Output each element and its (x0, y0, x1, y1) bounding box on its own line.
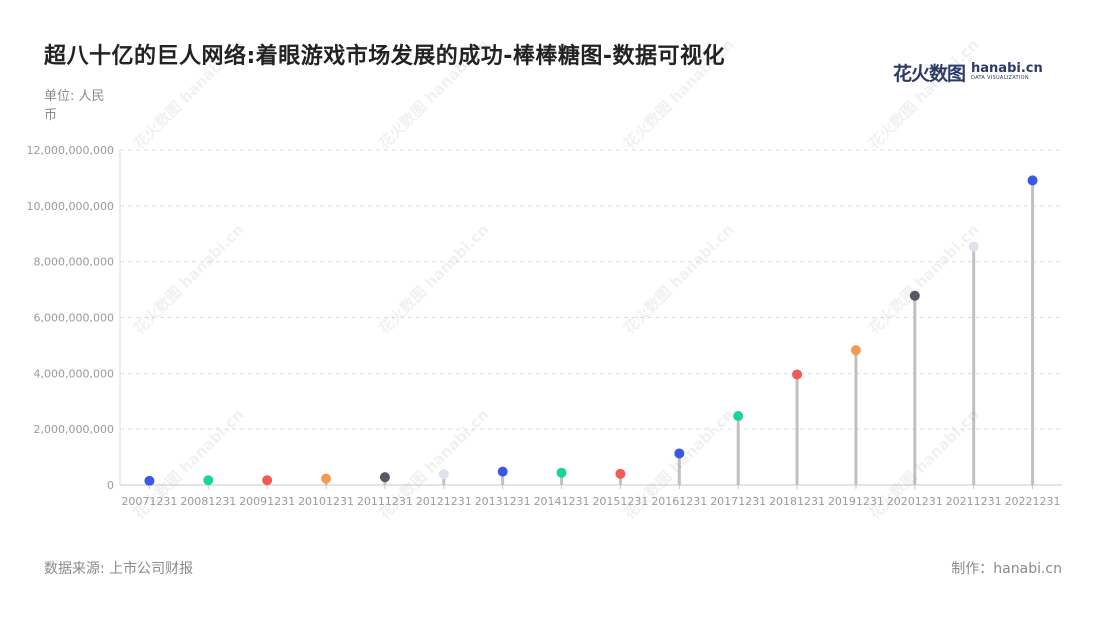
y-tick-label: 4,000,000,000 (34, 367, 114, 380)
lollipop-dot (262, 475, 273, 486)
logo-en-block: hanabi.cn DATA VISUALIZATION (971, 62, 1043, 82)
logo-en-text: hanabi.cn (971, 61, 1043, 76)
lollipop-dot (556, 467, 567, 478)
y-tick-label: 2,000,000,000 (34, 423, 114, 436)
x-tick-label: 20101231 (298, 495, 354, 508)
logo-sub-text: DATA VISUALIZATION (971, 75, 1029, 81)
lollipop-dot (909, 290, 920, 301)
y-tick-label: 12,000,000,000 (27, 144, 114, 157)
lollipop-dot (968, 241, 979, 252)
y-tick-label: 6,000,000,000 (34, 312, 114, 325)
lollipop-dot (379, 472, 390, 483)
x-tick-label: 20181231 (769, 495, 825, 508)
x-tick-label: 20141231 (534, 495, 590, 508)
lollipop-dot (497, 466, 508, 477)
brand-logo: 花火数图 hanabi.cn DATA VISUALIZATION (893, 60, 1043, 85)
unit-label: 单位: 人民币 (44, 89, 105, 123)
x-tick-label: 20211231 (946, 495, 1002, 508)
x-tick-label: 20201231 (887, 495, 943, 508)
logo-cn-text: 花火数图 (893, 62, 966, 85)
lollipop-dot (615, 468, 626, 479)
lollipop-dot (733, 411, 744, 422)
y-tick-label: 10,000,000,000 (27, 200, 114, 213)
x-tick-label: 20121231 (416, 495, 472, 508)
y-tick-label: 8,000,000,000 (34, 256, 114, 269)
x-tick-label: 20161231 (651, 495, 707, 508)
lollipop-dot (1027, 175, 1038, 186)
x-tick-label: 20111231 (357, 495, 413, 508)
x-tick-label: 20091231 (239, 495, 295, 508)
x-tick-label: 20151231 (592, 495, 648, 508)
y-tick-label: 0 (107, 479, 114, 492)
x-tick-label: 20191231 (828, 495, 884, 508)
source-label: 数据来源: 上市公司财报 (44, 561, 194, 577)
lollipop-dot (850, 345, 861, 356)
x-tick-label: 20171231 (710, 495, 766, 508)
x-tick-label: 20071231 (121, 495, 177, 508)
x-tick-label: 20221231 (1005, 495, 1061, 508)
lollipop-dot (674, 448, 685, 459)
lollipop-dot (321, 473, 332, 484)
lollipop-dot (438, 469, 449, 480)
x-tick-label: 20081231 (180, 495, 236, 508)
lollipop-dot (792, 369, 803, 380)
x-tick-label: 20131231 (475, 495, 531, 508)
chart-title: 超八十亿的巨人网络:着眼游戏市场发展的成功-棒棒糖图-数据可视化 (44, 44, 726, 69)
credit-label: 制作：hanabi.cn (951, 561, 1062, 577)
lollipop-dot (144, 475, 155, 486)
lollipop-dot (203, 475, 214, 486)
